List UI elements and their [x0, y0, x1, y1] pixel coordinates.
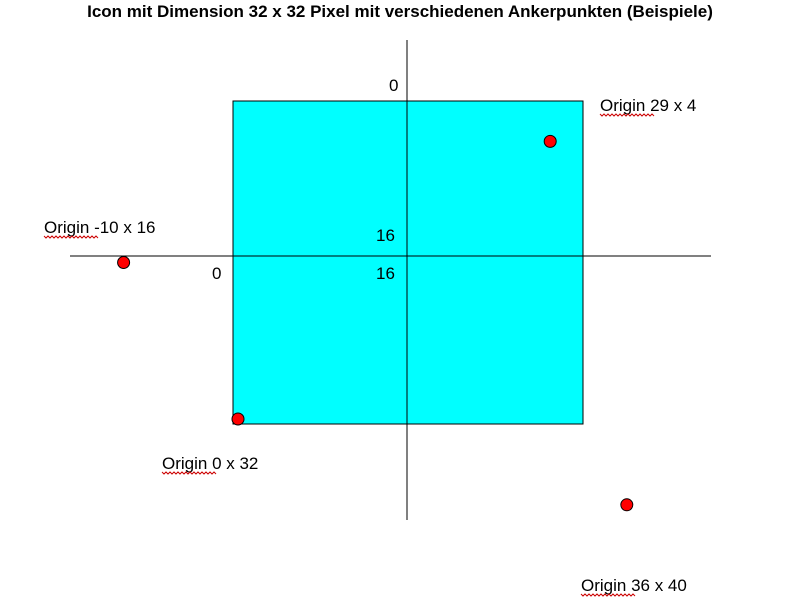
anchor-label-0-32: Origin 0 x 32	[162, 454, 258, 473]
anchor-point	[543, 134, 557, 148]
axis-label-left: 0	[212, 264, 221, 283]
spellcheck-underline	[161, 471, 217, 475]
spellcheck-underline	[43, 235, 99, 239]
anchor-label-36-40: Origin 36 x 40	[581, 576, 687, 595]
anchor-label-minus10-16: Origin -10 x 16	[44, 218, 156, 237]
diagram-title: Icon mit Dimension 32 x 32 Pixel mit ver…	[87, 2, 713, 21]
icon-square	[232, 100, 584, 425]
spellcheck-underline	[599, 113, 655, 117]
anchor-label-29-4: Origin 29 x 4	[600, 96, 696, 115]
anchor-point	[231, 412, 245, 426]
spellcheck-underline	[580, 593, 636, 597]
axis-label-center-above: 16	[376, 226, 395, 245]
axis-label-top: 0	[389, 76, 398, 95]
anchor-point	[117, 256, 131, 269]
anchor-point	[620, 498, 634, 512]
axis-label-center-below: 16	[376, 264, 395, 283]
